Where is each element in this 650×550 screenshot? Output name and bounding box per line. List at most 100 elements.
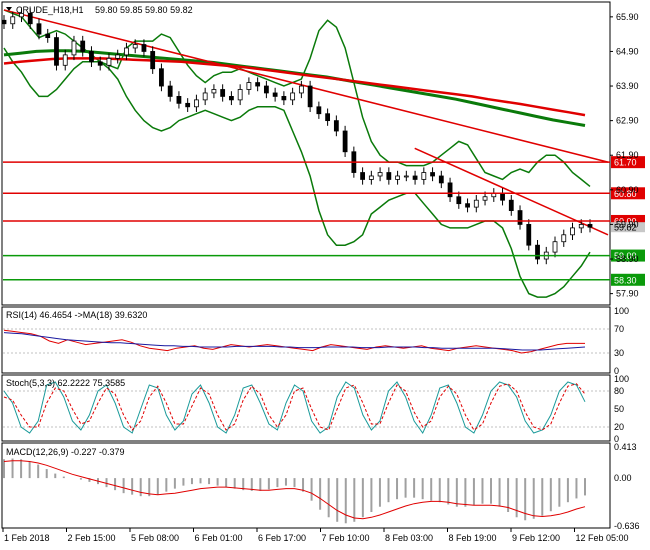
candle-body — [10, 16, 16, 25]
candle-body — [482, 196, 488, 201]
stoch-label: Stoch(5,3,3) 62.2222 75.3585 — [6, 378, 125, 388]
candle-body — [438, 175, 444, 184]
candle-body — [298, 85, 304, 94]
candle-body — [141, 44, 147, 52]
x-tick-label: 6 Feb 01:00 — [195, 533, 243, 543]
candle-body — [54, 37, 59, 66]
x-tick-label: 8 Feb 03:00 — [385, 533, 433, 543]
price-tick-label: 58.90 — [616, 254, 639, 264]
candle-body — [71, 40, 77, 56]
rsi-tick-label: 70 — [614, 324, 624, 334]
candle-body — [45, 33, 51, 38]
macd-tick-label: 0.413 — [614, 442, 637, 452]
macd-tick-label: 0.00 — [614, 473, 632, 483]
candle-body — [430, 172, 435, 177]
candle-body — [517, 210, 523, 225]
candle-body — [27, 12, 33, 25]
price-tick-label: 65.90 — [616, 12, 639, 22]
candle-body — [421, 172, 427, 180]
price-tick-label: 60.90 — [616, 185, 639, 195]
level-tag-61.70 — [611, 156, 645, 169]
rsi-tick-label: 30 — [614, 348, 624, 358]
candle-body — [290, 92, 296, 101]
candle-body — [97, 61, 103, 66]
candle-body — [237, 89, 243, 101]
price-layer: 61.70 60.80 60.00 59.00 58.30 59.82 — [1, 8, 645, 298]
stoch-tick-label: 50 — [614, 404, 624, 414]
candle-body — [508, 199, 514, 211]
candle-body — [325, 113, 331, 122]
x-tick-label: 1 Feb 2018 — [4, 533, 50, 543]
level-label-58.30: 58.30 — [614, 275, 637, 285]
candle-body — [89, 51, 94, 63]
level-label-59.00: 59.00 — [614, 251, 637, 261]
candle-body — [465, 203, 470, 208]
stoch-main-line — [3, 381, 586, 434]
stoch-tick-label: 20 — [614, 422, 624, 432]
candle-body — [202, 92, 208, 101]
x-tick-label: 8 Feb 19:00 — [449, 533, 497, 543]
candle-body — [263, 85, 269, 94]
candle-body — [360, 172, 365, 180]
stoch-tick-label: 80 — [614, 386, 624, 396]
rsi-panel-frame — [1, 306, 611, 374]
stoch-tick-label: 0 — [614, 434, 619, 444]
candle-body — [176, 96, 182, 104]
candle-body — [211, 89, 217, 94]
candle-body — [167, 85, 173, 97]
level-tag-58.30 — [611, 273, 645, 286]
level-label-61.70: 61.70 — [614, 158, 637, 168]
x-tick-label: 9 Feb 12:00 — [512, 533, 560, 543]
candle-body — [377, 172, 383, 177]
candle-body — [220, 89, 226, 97]
candle-body — [159, 68, 164, 87]
macd-label: MACD(12,26,9) -0.227 -0.379 — [6, 447, 125, 457]
candle-body — [1, 19, 7, 25]
candle-body — [316, 106, 322, 115]
candle-body — [570, 227, 575, 236]
x-tick-label: 6 Feb 17:00 — [258, 533, 306, 543]
candle-body — [19, 12, 24, 18]
stoch-layer — [3, 381, 610, 434]
current-price-label: 59.82 — [614, 223, 637, 233]
candle-body — [132, 44, 138, 49]
candle-body — [115, 54, 121, 59]
candle-body — [194, 99, 199, 108]
level-tag-59.00 — [611, 249, 645, 262]
candle-body — [229, 96, 234, 101]
candle-body — [412, 175, 418, 180]
candle-body — [561, 234, 567, 243]
candle-body — [150, 51, 156, 70]
dropdown-triangle-icon[interactable] — [6, 7, 12, 11]
candle-body — [500, 192, 505, 201]
symbol-label: CRUDE_H18,H1 — [16, 5, 84, 15]
level-label-60.80: 60.80 — [614, 189, 637, 199]
candle-body — [255, 82, 261, 87]
macd-layer — [3, 458, 586, 524]
level-tag-60.80 — [611, 187, 645, 200]
ohlc-values: 59.80 59.85 59.80 59.82 — [95, 5, 193, 15]
x-tick-label: 2 Feb 15:00 — [68, 533, 116, 543]
candle-body — [281, 96, 287, 101]
macd-tick-label: -0.636 — [614, 521, 640, 531]
trendline-1 — [3, 9, 609, 163]
macd-signal-line — [3, 460, 586, 520]
candle-body — [578, 224, 584, 229]
level-label-60.00: 60.00 — [614, 216, 637, 226]
x-tick-label: 12 Feb 05:00 — [576, 533, 629, 543]
candle-body — [535, 244, 540, 260]
candle-body — [80, 40, 86, 52]
candle-body — [386, 172, 392, 180]
rsi-layer — [3, 328, 610, 354]
current-price-tag — [611, 222, 645, 233]
x-tick-label: 5 Feb 08:00 — [131, 533, 179, 543]
candle-body — [246, 82, 252, 90]
candle-body — [307, 85, 313, 108]
price-tick-label: 62.90 — [616, 116, 639, 126]
price-tick-label: 59.90 — [616, 219, 639, 229]
axis-layer: 65.90 64.90 63.90 62.90 61.90 60.90 59.90 58.90… — [2, 12, 640, 543]
rsi-tick-label: 0 — [614, 366, 619, 376]
stoch-tick-label: 100 — [614, 374, 629, 384]
candle-body — [36, 23, 42, 35]
